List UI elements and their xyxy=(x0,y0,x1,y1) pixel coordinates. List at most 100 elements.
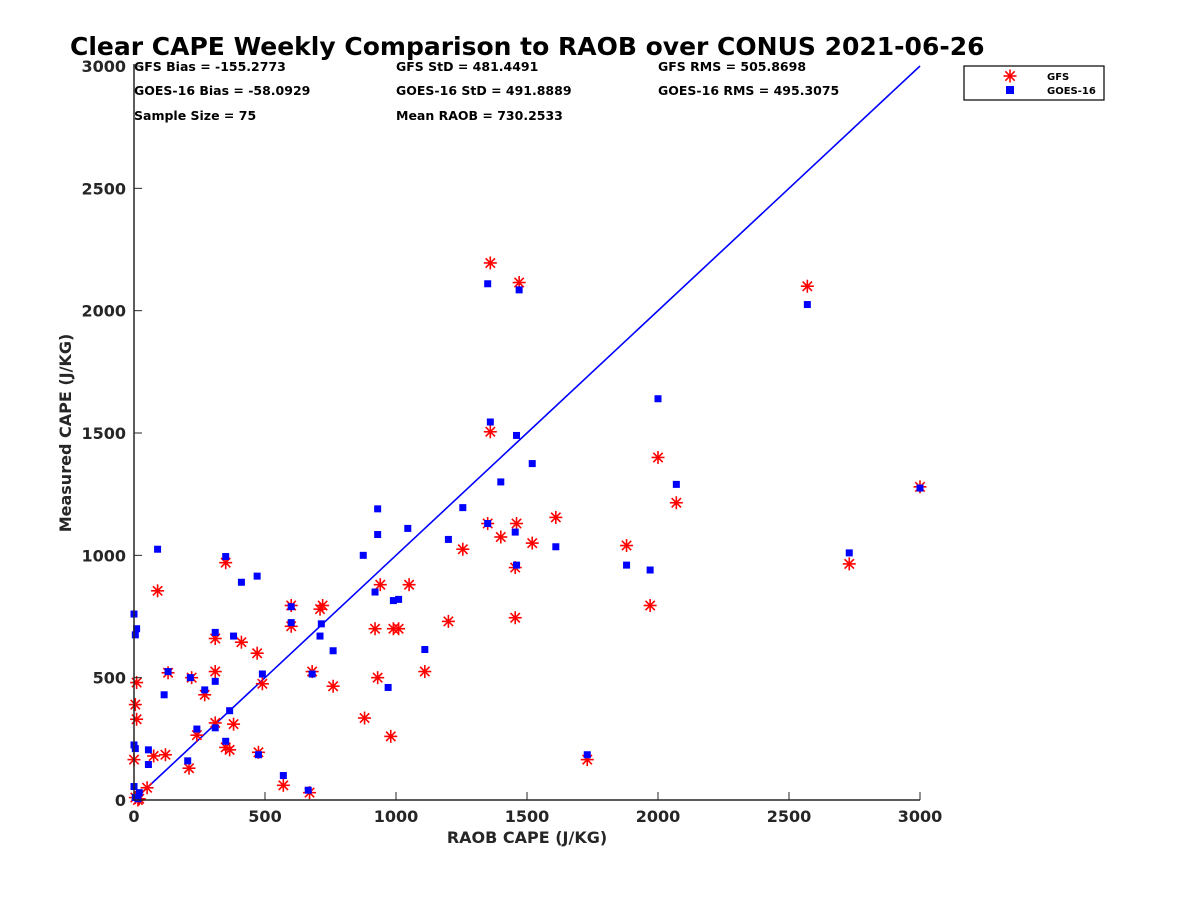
gfs-point xyxy=(250,646,264,660)
gfs-point xyxy=(456,542,470,556)
legend: GFS GOES-16 xyxy=(963,65,1105,101)
gfs-point xyxy=(227,717,241,731)
gfs-point xyxy=(384,729,398,743)
goes-16-point xyxy=(486,418,494,426)
y-tick-label: 1500 xyxy=(81,424,126,443)
goes-16-point xyxy=(389,597,397,605)
gfs-point xyxy=(368,622,382,636)
goes-16-point xyxy=(304,786,312,794)
stat-text: GOES-16 StD = 491.8889 xyxy=(396,83,572,98)
legend-box xyxy=(963,65,1105,101)
goes-16-point xyxy=(374,505,382,513)
legend-gfs-label: GFS xyxy=(1047,72,1069,83)
gfs-point xyxy=(358,711,372,725)
y-tick-label: 0 xyxy=(115,791,126,810)
y-tick-label: 2500 xyxy=(81,179,126,198)
gfs-point xyxy=(373,578,387,592)
goes-16-point xyxy=(646,566,654,574)
gfs-point xyxy=(549,510,563,524)
goes-16-point xyxy=(154,545,162,553)
gfs-point xyxy=(800,279,814,293)
goes-16-point xyxy=(421,646,429,654)
one-to-one-reference-line xyxy=(133,65,921,801)
gfs-point xyxy=(130,712,144,726)
goes-16-point xyxy=(371,588,379,596)
goes-16-point xyxy=(144,761,152,769)
goes-16-point xyxy=(211,724,219,732)
goes-16-point xyxy=(359,551,367,559)
x-tick-label: 2500 xyxy=(767,807,812,826)
goes-16-point xyxy=(459,504,467,512)
y-axis-ticks: 0 500 1000 1500 2000 2500 3000 xyxy=(81,57,142,810)
y-tick-label: 1000 xyxy=(81,546,126,565)
gfs-point xyxy=(326,679,340,693)
x-tick-label: 1500 xyxy=(505,807,550,826)
goes-16-point xyxy=(222,553,230,561)
goes-16-point xyxy=(230,632,238,640)
gfs-series xyxy=(127,256,927,807)
x-axis-ticks: 0 500 1000 1500 2000 2500 3000 xyxy=(128,792,942,826)
goes-16-point xyxy=(316,632,324,640)
goes-16-point xyxy=(317,620,325,628)
goes-16-point xyxy=(672,480,680,488)
goes-16-point xyxy=(916,484,924,492)
gfs-point xyxy=(669,496,683,510)
y-tick-label: 500 xyxy=(93,669,126,688)
goes-16-point xyxy=(552,543,560,551)
stat-text: GFS Bias = -155.2773 xyxy=(134,59,286,74)
goes-16-point xyxy=(211,677,219,685)
goes-16-point xyxy=(193,725,201,733)
goes-16-point xyxy=(135,789,143,797)
goes-16-point xyxy=(583,751,591,759)
goes-16-point xyxy=(131,745,139,753)
goes-16-point xyxy=(654,395,662,403)
gfs-point xyxy=(510,517,524,531)
gfs-point xyxy=(151,584,165,598)
stat-text: GFS RMS = 505.8698 xyxy=(658,59,806,74)
goes-16-point xyxy=(513,561,521,569)
y-tick-label: 3000 xyxy=(81,57,126,76)
goes-16-point xyxy=(144,746,152,754)
statistics-block: GFS Bias = -155.2773 GFS StD = 481.4491 GF… xyxy=(134,59,839,123)
goes-16-point xyxy=(528,460,536,468)
goes-16-point xyxy=(384,683,392,691)
gfs-point xyxy=(402,578,416,592)
legend-gfs-marker xyxy=(1003,69,1017,83)
goes-16-point xyxy=(164,668,172,676)
goes-16-point xyxy=(404,524,412,532)
gfs-point xyxy=(483,256,497,270)
goes-16-point xyxy=(287,619,295,627)
goes-16-point xyxy=(253,572,261,580)
goes-16-point xyxy=(515,286,523,294)
goes-16-point xyxy=(513,431,521,439)
goes-16-point xyxy=(329,647,337,655)
stat-text: Sample Size = 75 xyxy=(134,108,256,123)
gfs-point xyxy=(158,748,172,762)
goes-16-point xyxy=(237,578,245,586)
goes-16-point xyxy=(279,772,287,780)
goes-16-point xyxy=(160,691,168,699)
goes-16-point xyxy=(134,795,142,803)
gfs-point xyxy=(140,781,154,795)
goes-16-point xyxy=(133,625,141,633)
gfs-point xyxy=(525,536,539,550)
y-axis-label: Measured CAPE (J/KG) xyxy=(56,334,75,533)
goes-16-point xyxy=(497,478,505,486)
goes-16-point xyxy=(258,670,266,678)
stat-text: GFS StD = 481.4491 xyxy=(396,59,538,74)
gfs-point xyxy=(842,557,856,571)
goes-16-point xyxy=(226,707,234,715)
x-tick-label: 500 xyxy=(248,807,281,826)
stat-text: GOES-16 Bias = -58.0929 xyxy=(134,83,310,98)
goes-16-point xyxy=(186,674,194,682)
goes-16-point xyxy=(444,535,452,543)
gfs-point xyxy=(371,671,385,685)
gfs-point xyxy=(128,698,142,712)
goes-16-point xyxy=(374,531,382,539)
goes-16-point xyxy=(201,686,209,694)
stat-text: GOES-16 RMS = 495.3075 xyxy=(658,83,839,98)
gfs-point xyxy=(441,614,455,628)
gfs-point xyxy=(208,665,222,679)
